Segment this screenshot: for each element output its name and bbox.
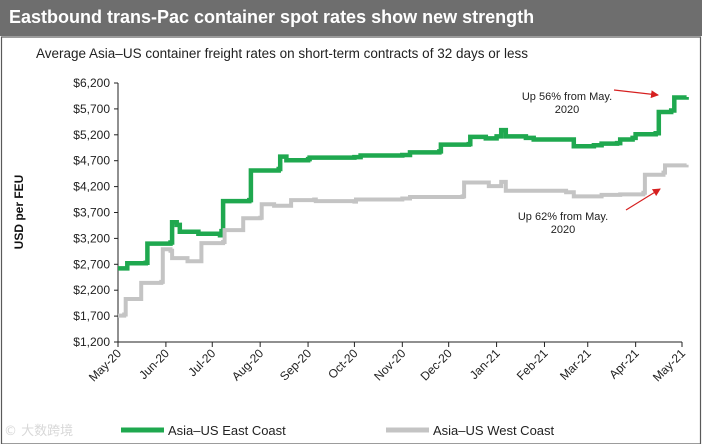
x-tick-label: Mar-21 — [557, 346, 594, 383]
annotation-arrow — [613, 89, 659, 99]
y-tick-label: $5,200 — [73, 128, 110, 142]
x-tick-label: Jul-20 — [185, 346, 218, 379]
x-tick-label: Apr-21 — [606, 346, 642, 382]
watermark: © 大数跨境 — [4, 424, 74, 439]
x-tick-label: Jan-21 — [467, 346, 503, 382]
x-ticks: May-20 Jun-20 Jul-20 Aug-20 Sep-20 Oct-20 Nov-… — [86, 342, 688, 384]
x-tick-label: Aug-20 — [229, 346, 266, 383]
x-tick-label: May-21 — [650, 346, 688, 384]
y-tick-label: $4,700 — [73, 154, 110, 168]
y-ticks: $6,200 $5,700 $5,200 $4,700 $4,200 $3,700 $3,2… — [73, 76, 118, 349]
y-tick-label: $2,700 — [73, 257, 110, 271]
x-tick-label: May-20 — [86, 346, 124, 384]
x-tick-label: Sep-20 — [277, 346, 314, 383]
x-tick-label: Nov-20 — [371, 346, 408, 383]
y-tick-label: $1,200 — [73, 335, 110, 349]
legend-label-east-coast: Asia–US East Coast — [168, 423, 286, 438]
y-tick-label: $3,700 — [73, 206, 110, 220]
annotation-arrow — [625, 188, 661, 211]
legend-label-west-coast: Asia–US West Coast — [433, 423, 555, 438]
chart-title-bar: Eastbound trans-Pac container spot rates… — [0, 0, 702, 36]
y-tick-label: $5,700 — [73, 102, 110, 116]
annotation-text: 2020 — [555, 104, 579, 116]
annotation-text: Up 62% from May. — [518, 211, 608, 223]
legend: Asia–US East Coast Asia–US West Coast — [121, 423, 555, 438]
y-tick-label: $1,700 — [73, 309, 110, 323]
east-coast-line — [118, 95, 689, 271]
annotation-text: Up 56% from May. — [522, 91, 612, 103]
y-tick-label: $2,200 — [73, 283, 110, 297]
y-tick-label: $4,200 — [73, 180, 110, 194]
y-axis-label: USD per FEU — [12, 175, 26, 250]
west-coast-line — [118, 163, 689, 318]
annotation-text: 2020 — [551, 224, 575, 236]
chart-subtitle: Average Asia–US container freight rates … — [36, 46, 528, 61]
x-tick-label: Jun-20 — [136, 346, 172, 382]
series-lines — [118, 95, 689, 318]
outer-frame — [0, 36, 702, 444]
x-tick-label: Dec-20 — [418, 346, 455, 383]
chart-title: Eastbound trans-Pac container spot rates… — [9, 7, 535, 27]
x-tick-label: Feb-21 — [514, 346, 551, 383]
x-tick-label: Oct-20 — [325, 346, 361, 382]
y-tick-label: $3,200 — [73, 231, 110, 245]
y-tick-label: $6,200 — [73, 76, 110, 90]
